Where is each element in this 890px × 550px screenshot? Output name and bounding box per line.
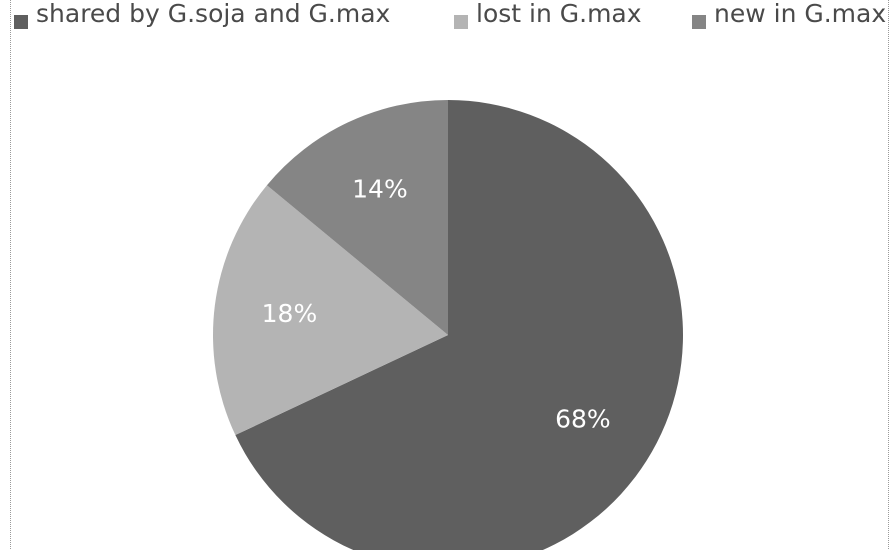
legend-swatch-new (692, 15, 706, 29)
chart-frame (10, 0, 889, 549)
legend-swatch-lost (454, 15, 468, 29)
pie-slice-lost (212, 185, 448, 436)
legend-label-shared: shared by G.soja and G.max (36, 0, 391, 28)
legend-swatch-shared (14, 15, 28, 29)
legend-label-lost: lost in G.max (476, 0, 642, 28)
pie-label-shared: 68% (555, 405, 611, 434)
pie-slice-shared (235, 100, 683, 550)
pie-label-new: 14% (352, 174, 408, 203)
pie-label-lost: 18% (262, 299, 318, 328)
pie-slice-new (266, 100, 448, 335)
legend-label-new: new in G.max (714, 0, 887, 28)
